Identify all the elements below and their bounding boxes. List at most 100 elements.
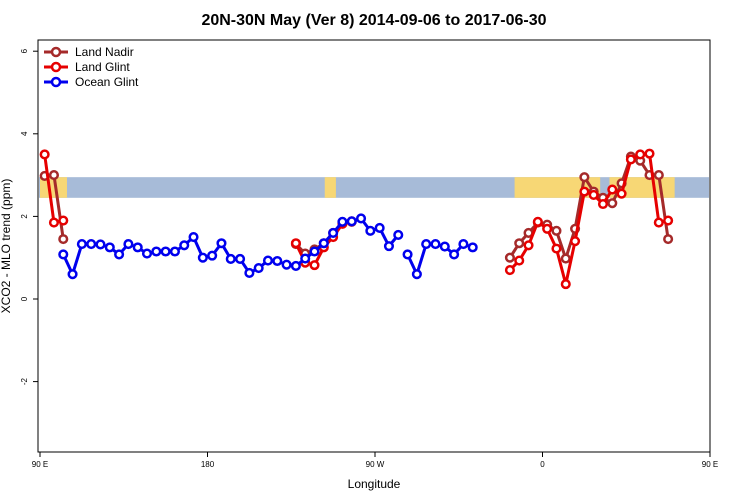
ocean-glint-point-40 — [430, 239, 441, 250]
ocean-glint-point-41 — [439, 241, 450, 252]
ocean-glint-point-10 — [151, 246, 162, 257]
y-tick-label-0: 0 — [20, 296, 29, 301]
y-tick-label-2: 2 — [20, 214, 29, 219]
x-tick-label-0: 0 — [540, 460, 545, 469]
ocean-glint-point-26 — [300, 253, 311, 264]
ocean-glint-point-43 — [458, 239, 469, 250]
ocean-glint-point-38 — [411, 269, 422, 280]
x-tick-label-90-e: 90 E — [702, 460, 718, 469]
ocean-glint-point-29 — [328, 227, 339, 238]
chart-title: 20N-30N May (Ver 8) 2014-09-06 to 2017-0… — [201, 12, 546, 29]
land-glint-point-0 — [39, 149, 50, 160]
land-glint-point-21 — [607, 184, 618, 195]
legend-label-land-glint: Land Glint — [75, 60, 130, 74]
land-glint-point-12 — [523, 240, 534, 251]
ocean-glint-point-13 — [179, 240, 190, 251]
y-tick-label-6: 6 — [20, 48, 29, 53]
land-glint-point-20 — [597, 198, 609, 210]
legend-label-land-nadir: Land Nadir — [75, 45, 134, 59]
ocean-glint-point-12 — [169, 246, 180, 257]
land-glint-point-19 — [588, 189, 599, 200]
land-glint-point-18 — [579, 186, 590, 197]
land-nadir-point-26 — [653, 170, 664, 181]
land-nadir-point-1 — [48, 170, 60, 181]
land-glint-point-5 — [309, 260, 320, 271]
legend-marker-ocean-glint — [50, 76, 62, 88]
land-glint-point-16 — [560, 279, 571, 290]
ocean-glint-point-5 — [104, 242, 115, 253]
land-glint-point-24 — [635, 149, 646, 160]
y-axis-label: XCO2 - MLO trend (ppm) — [0, 179, 13, 314]
legend: Land Nadir Land Glint Ocean Glint — [44, 45, 139, 89]
land-glint-point-22 — [616, 188, 627, 199]
ocean-glint-point-8 — [132, 242, 143, 253]
ocean-glint-point-4 — [95, 239, 106, 250]
land-glint-point-27 — [663, 215, 674, 226]
ocean-glint-point-27 — [309, 246, 320, 257]
ocean-glint-point-7 — [123, 239, 134, 250]
land-glint-point-23 — [625, 154, 636, 165]
land-nadir-point-16 — [560, 253, 571, 264]
ocean-glint-point-0 — [58, 249, 69, 260]
legend-marker-land-glint — [50, 61, 62, 73]
land-glint-point-11 — [514, 255, 525, 266]
land-segment-2 — [514, 177, 601, 198]
land-nadir-point-18 — [579, 172, 590, 183]
axes: 90 E 180 90 W 0 90 E -2 0 2 4 6 — [20, 48, 718, 469]
land-nadir-point-10 — [504, 252, 515, 263]
ocean-glint-point-25 — [290, 260, 301, 272]
land-segment-1 — [324, 177, 336, 198]
ocean-glint-point-2 — [76, 239, 87, 250]
x-tick-label-180: 180 — [201, 460, 215, 469]
ocean-glint-point-24 — [281, 259, 292, 270]
land-nadir-point-15 — [551, 225, 562, 236]
ocean-glint-point-20 — [244, 267, 255, 279]
land-nadir-point-11 — [514, 238, 525, 249]
ocean-glint-point-28 — [318, 238, 329, 249]
ocean-glint-point-9 — [141, 248, 153, 259]
x-tick-label-90-e: 90 E — [32, 460, 48, 469]
x-axis-label: Longitude — [348, 477, 401, 491]
ocean-glint-point-32 — [355, 213, 367, 224]
ocean-glint-point-34 — [374, 222, 385, 234]
land-glint-point-2 — [58, 215, 69, 226]
land-glint-line-2 — [508, 152, 669, 286]
ocean-glint-point-42 — [449, 249, 460, 260]
ocean-glint-point-6 — [114, 249, 125, 260]
ocean-glint-point-36 — [393, 229, 404, 241]
ocean-glint-point-23 — [272, 255, 283, 267]
ocean-glint-point-15 — [197, 252, 208, 263]
y-tick-label-neg2: -2 — [20, 377, 29, 385]
ocean-glint-point-35 — [383, 241, 395, 252]
ocean-glint-point-17 — [216, 238, 227, 249]
land-glint-point-14 — [542, 223, 553, 234]
series-layer — [39, 148, 674, 290]
land-nadir-point-27 — [663, 234, 674, 245]
ocean-glint-point-31 — [346, 216, 357, 227]
ocean-glint-point-44 — [467, 242, 478, 253]
x-tick-label-90-w: 90 W — [366, 460, 385, 469]
land-glint-point-3 — [290, 238, 301, 249]
land-glint-point-26 — [653, 217, 664, 228]
land-glint-point-13 — [532, 216, 543, 227]
plot-frame — [37, 39, 711, 453]
ocean-glint-point-18 — [225, 253, 236, 264]
ocean-glint-point-39 — [421, 239, 432, 250]
ocean-glint-point-3 — [86, 239, 97, 250]
land-nadir-point-2 — [58, 234, 69, 245]
ocean-glint-point-19 — [235, 253, 246, 264]
land-glint-point-1 — [48, 217, 60, 228]
land-ocean-band — [39, 177, 709, 198]
ocean-glint-point-22 — [262, 255, 274, 266]
y-tick-label-4: 4 — [20, 131, 29, 136]
land-nadir-line-2 — [508, 155, 670, 261]
land-nadir-point-21 — [607, 198, 618, 209]
ocean-glint-point-21 — [253, 262, 264, 274]
land-glint-point-15 — [551, 243, 562, 254]
ocean-glint-point-11 — [160, 246, 171, 257]
land-glint-point-10 — [504, 265, 515, 276]
series-ocean-glint — [58, 213, 478, 280]
land-segment-0 — [40, 177, 67, 198]
legend-marker-land-nadir — [50, 46, 62, 58]
